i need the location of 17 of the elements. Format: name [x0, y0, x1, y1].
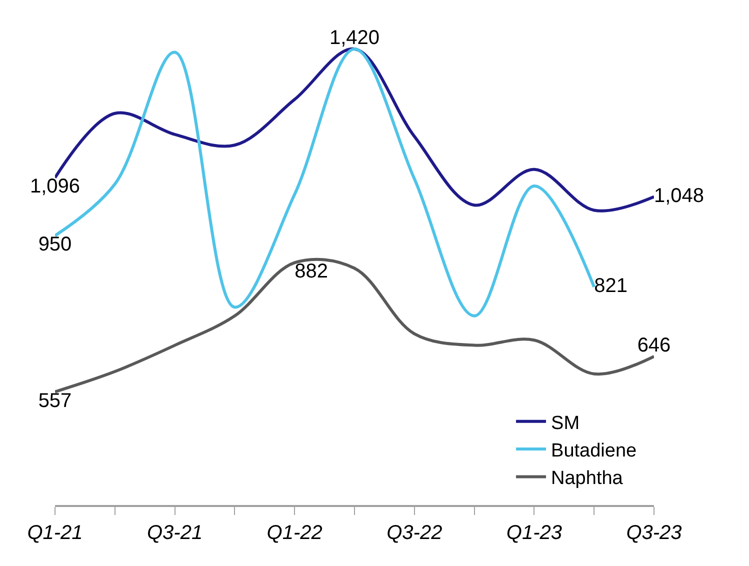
x-tick-label: Q3-21 — [147, 522, 203, 544]
legend-label: Butadiene — [551, 440, 637, 462]
data-label: 1,096 — [30, 176, 80, 198]
legend-label: SM — [551, 412, 580, 434]
data-label: 821 — [594, 274, 628, 297]
x-tick-label: Q1-23 — [506, 522, 562, 544]
data-label: 1,420 — [329, 27, 380, 50]
data-label: 646 — [637, 334, 671, 356]
legend-label: Naphtha — [551, 468, 624, 490]
data-label: 1,048 — [654, 184, 704, 207]
x-tick-label: Q3-22 — [386, 522, 442, 544]
x-tick-label: Q1-21 — [27, 522, 83, 544]
data-label: 882 — [294, 260, 328, 283]
x-tick-label: Q3-23 — [626, 522, 682, 544]
data-label: 950 — [38, 234, 72, 256]
data-label: 557 — [38, 390, 72, 412]
x-tick-label: Q1-22 — [266, 522, 322, 544]
